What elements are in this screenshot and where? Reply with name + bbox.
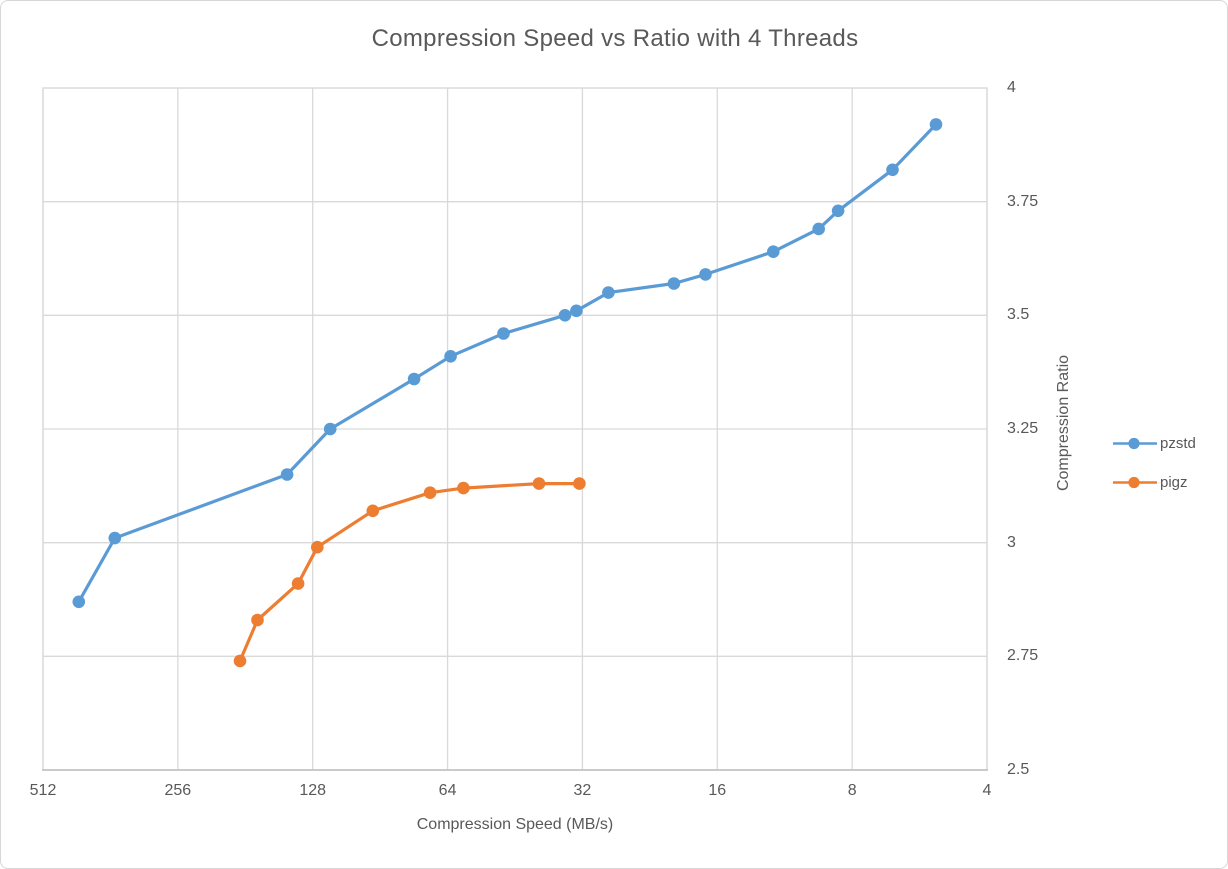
x-tick-label: 16 bbox=[708, 782, 727, 799]
y-tick-label: 3.25 bbox=[1007, 420, 1039, 437]
x-tick-label: 8 bbox=[847, 782, 857, 799]
pigz-data-point bbox=[251, 613, 264, 627]
y-tick-label: 3.5 bbox=[1007, 306, 1030, 324]
legend-item-pzstd: pzstd bbox=[1113, 434, 1196, 452]
x-tick-label: 64 bbox=[438, 782, 457, 799]
pigz-legend-swatch-icon bbox=[1113, 476, 1157, 488]
pzstd-data-point bbox=[831, 204, 845, 218]
x-tick-label: 512 bbox=[29, 782, 57, 799]
pzstd-data-point bbox=[767, 245, 780, 258]
pzstd-data-point bbox=[602, 286, 615, 299]
legend: pzstd pigz bbox=[1113, 434, 1196, 491]
pigz-data-point bbox=[423, 486, 437, 500]
pigz-data-point bbox=[366, 504, 380, 518]
pzstd-data-point bbox=[558, 309, 572, 322]
y-tick-label: 3.75 bbox=[1007, 192, 1039, 210]
pigz-data-point bbox=[233, 654, 247, 668]
legend-label-pigz: pigz bbox=[1160, 473, 1188, 491]
chart-title: Compression Speed vs Ratio with 4 Thread… bbox=[371, 25, 859, 52]
pigz-data-point bbox=[457, 481, 470, 495]
pzstd-data-point bbox=[886, 163, 899, 177]
pigz-data-point bbox=[291, 577, 305, 590]
pzstd-data-point bbox=[667, 277, 681, 290]
x-tick-label: 128 bbox=[299, 782, 327, 799]
pzstd-data-point bbox=[280, 468, 294, 481]
pzstd-data-point bbox=[72, 595, 86, 609]
pzstd-data-point bbox=[444, 350, 457, 363]
pzstd-data-point bbox=[407, 372, 421, 386]
pzstd-series-line bbox=[77, 122, 938, 604]
pzstd-legend-swatch-icon bbox=[1113, 437, 1157, 449]
pzstd-data-point bbox=[323, 422, 337, 436]
pigz-series-line bbox=[238, 482, 582, 663]
x-tick-label: 256 bbox=[164, 782, 192, 799]
legend-label-pzstd: pzstd bbox=[1160, 434, 1196, 452]
pzstd-data-point bbox=[699, 268, 712, 281]
pigz-data-point bbox=[311, 540, 324, 554]
pigz-data-point bbox=[532, 477, 546, 490]
pzstd-data-point bbox=[108, 531, 122, 545]
y-axis-title: Compression Ratio bbox=[1055, 354, 1072, 492]
legend-item-pigz: pigz bbox=[1113, 473, 1196, 491]
pigz-data-point bbox=[573, 477, 586, 490]
x-axis-title: Compression Speed (MB/s) bbox=[416, 816, 614, 833]
y-tick-label: 4 bbox=[1007, 79, 1016, 96]
pzstd-data-point bbox=[812, 222, 825, 236]
x-tick-label: 4 bbox=[982, 782, 992, 799]
pzstd-data-point bbox=[929, 118, 943, 131]
y-tick-label: 2.75 bbox=[1007, 647, 1039, 665]
y-tick-label: 3 bbox=[1007, 533, 1016, 551]
x-tick-label: 32 bbox=[573, 782, 592, 799]
pzstd-data-point bbox=[570, 304, 583, 318]
y-tick-label: 2.5 bbox=[1007, 761, 1030, 778]
pzstd-data-point bbox=[497, 327, 510, 340]
